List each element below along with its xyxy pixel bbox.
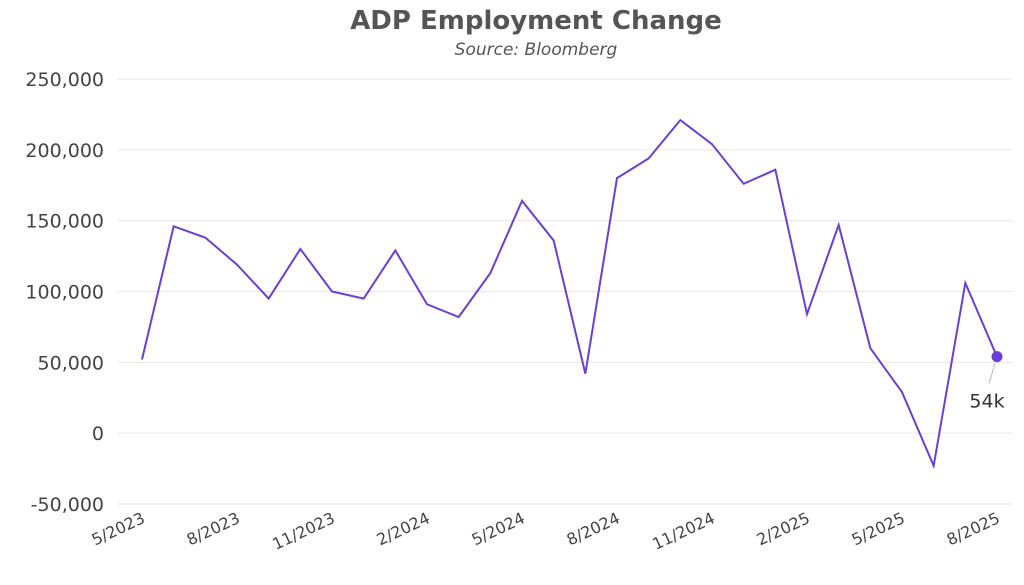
x-tick-label: 8/2024 xyxy=(564,508,623,549)
data-point xyxy=(868,346,872,350)
y-tick-label: 250,000 xyxy=(25,69,104,91)
data-point xyxy=(203,236,207,240)
last-data-point xyxy=(991,351,1003,363)
data-point xyxy=(488,271,492,275)
data-point xyxy=(457,315,461,319)
data-point xyxy=(330,290,334,294)
data-point xyxy=(742,182,746,186)
data-point xyxy=(583,372,587,376)
series-line xyxy=(141,118,998,470)
annotation-leader-line xyxy=(988,363,996,384)
annotation-layer: 54k xyxy=(969,363,1005,413)
data-point xyxy=(837,223,841,227)
data-point xyxy=(805,312,809,316)
y-tick-label: 0 xyxy=(92,423,104,445)
data-point xyxy=(710,142,714,146)
x-tick-label: 2/2024 xyxy=(374,508,433,549)
data-point xyxy=(172,224,176,228)
data-point xyxy=(425,302,429,306)
x-tick-label: 5/2024 xyxy=(469,508,528,549)
x-tick-label: 2/2025 xyxy=(754,508,813,549)
x-tick-label: 8/2025 xyxy=(944,508,1003,549)
chart-title: ADP Employment Change xyxy=(350,6,722,36)
y-axis-ticks: 250,000 200,000 150,000 100,000 50,000 0 -50,0… xyxy=(25,69,104,516)
x-tick-label: 11/2023 xyxy=(269,508,337,553)
data-point xyxy=(552,239,556,243)
y-tick-label: 50,000 xyxy=(38,352,104,374)
y-tick-label: 200,000 xyxy=(25,140,104,162)
chart-subtitle: Source: Bloomberg xyxy=(455,40,618,60)
x-tick-label: 5/2025 xyxy=(849,508,908,549)
x-axis-ticks: 5/2023 8/2023 11/2023 2/2024 5/2024 8/2024 11/… xyxy=(89,508,1003,553)
data-point xyxy=(678,118,682,122)
last-value-annotation: 54k xyxy=(969,391,1004,413)
y-tick-label: 100,000 xyxy=(25,282,104,304)
data-point xyxy=(235,263,239,267)
data-point xyxy=(298,247,302,251)
data-point xyxy=(647,156,651,160)
gridlines xyxy=(118,78,1012,505)
y-tick-label: 150,000 xyxy=(25,211,104,233)
data-point xyxy=(140,358,144,362)
data-point xyxy=(932,464,936,468)
data-point xyxy=(615,176,619,180)
data-point xyxy=(963,281,967,285)
data-point xyxy=(393,248,397,252)
data-point xyxy=(773,168,777,172)
data-point xyxy=(267,297,271,301)
data-point xyxy=(520,199,524,203)
y-tick-label: -50,000 xyxy=(31,494,104,516)
data-point xyxy=(362,297,366,301)
data-point xyxy=(900,390,904,394)
x-tick-label: 11/2024 xyxy=(649,508,717,553)
x-tick-label: 8/2023 xyxy=(184,508,243,549)
series-layer xyxy=(140,118,1003,470)
